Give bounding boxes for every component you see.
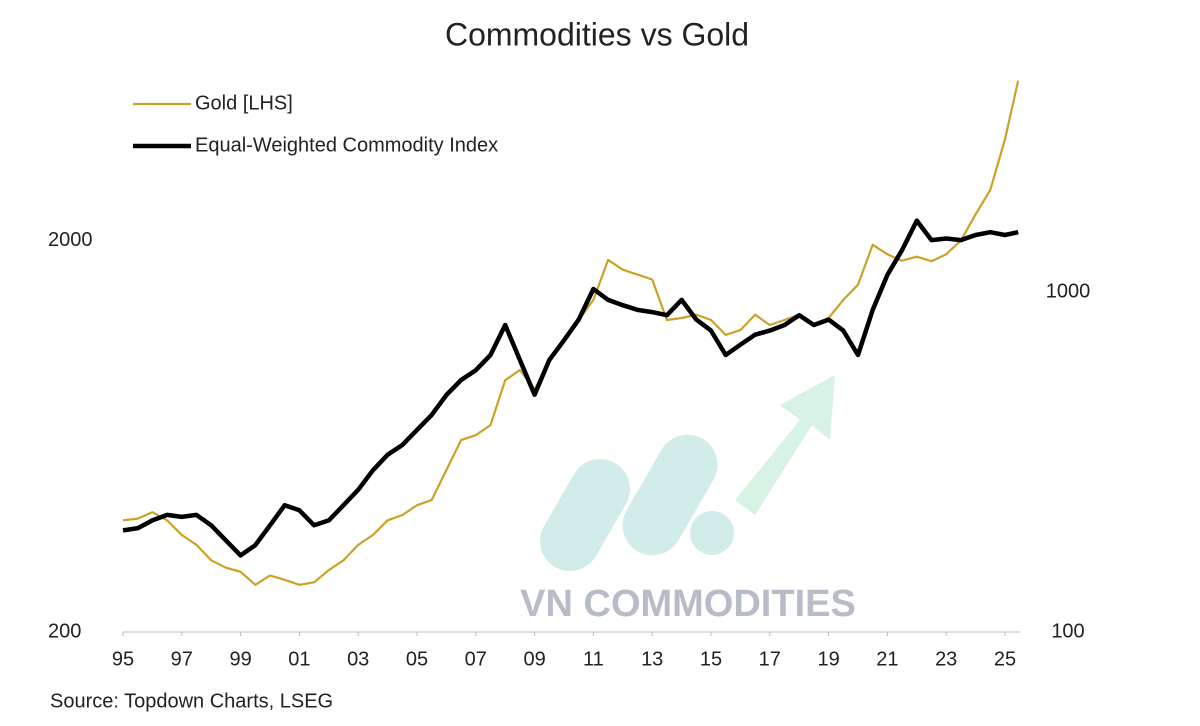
y-tick-label: 200 bbox=[48, 620, 81, 642]
chart-title: Commodities vs Gold bbox=[445, 16, 749, 52]
x-tick-label: 95 bbox=[112, 648, 134, 670]
y2-tick-label: 1000 bbox=[1046, 280, 1091, 302]
x-tick-label: 05 bbox=[406, 648, 428, 670]
x-tick-label: 17 bbox=[759, 648, 781, 670]
legend-label: Gold [LHS] bbox=[195, 92, 293, 114]
x-tick-label: 03 bbox=[347, 648, 369, 670]
x-tick-label: 25 bbox=[994, 648, 1016, 670]
x-tick-label: 99 bbox=[229, 648, 251, 670]
x-tick-label: 07 bbox=[465, 648, 487, 670]
logo-bar bbox=[622, 434, 718, 556]
series-line bbox=[122, 218, 1019, 558]
x-tick-label: 15 bbox=[700, 648, 722, 670]
x-tick-label: 19 bbox=[817, 648, 839, 670]
legend-label: Equal-Weighted Commodity Index bbox=[195, 134, 498, 156]
y2-tick-label: 100 bbox=[1051, 620, 1084, 642]
x-tick-label: 23 bbox=[935, 648, 957, 670]
source-note: Source: Topdown Charts, LSEG bbox=[50, 690, 333, 712]
logo-bar bbox=[540, 459, 630, 571]
x-tick-label: 97 bbox=[171, 648, 193, 670]
watermark: VN COMMODITIES bbox=[520, 583, 856, 625]
logo-arrow bbox=[735, 375, 835, 515]
logo-dot bbox=[690, 511, 734, 555]
x-tick-label: 11 bbox=[583, 648, 604, 670]
y-tick-label: 2000 bbox=[48, 229, 93, 251]
x-tick-label: 01 bbox=[288, 648, 310, 670]
watermark-logo bbox=[540, 375, 835, 571]
x-tick-label: 13 bbox=[641, 648, 663, 670]
x-tick-label: 21 bbox=[876, 648, 898, 670]
x-tick-label: 09 bbox=[523, 648, 545, 670]
